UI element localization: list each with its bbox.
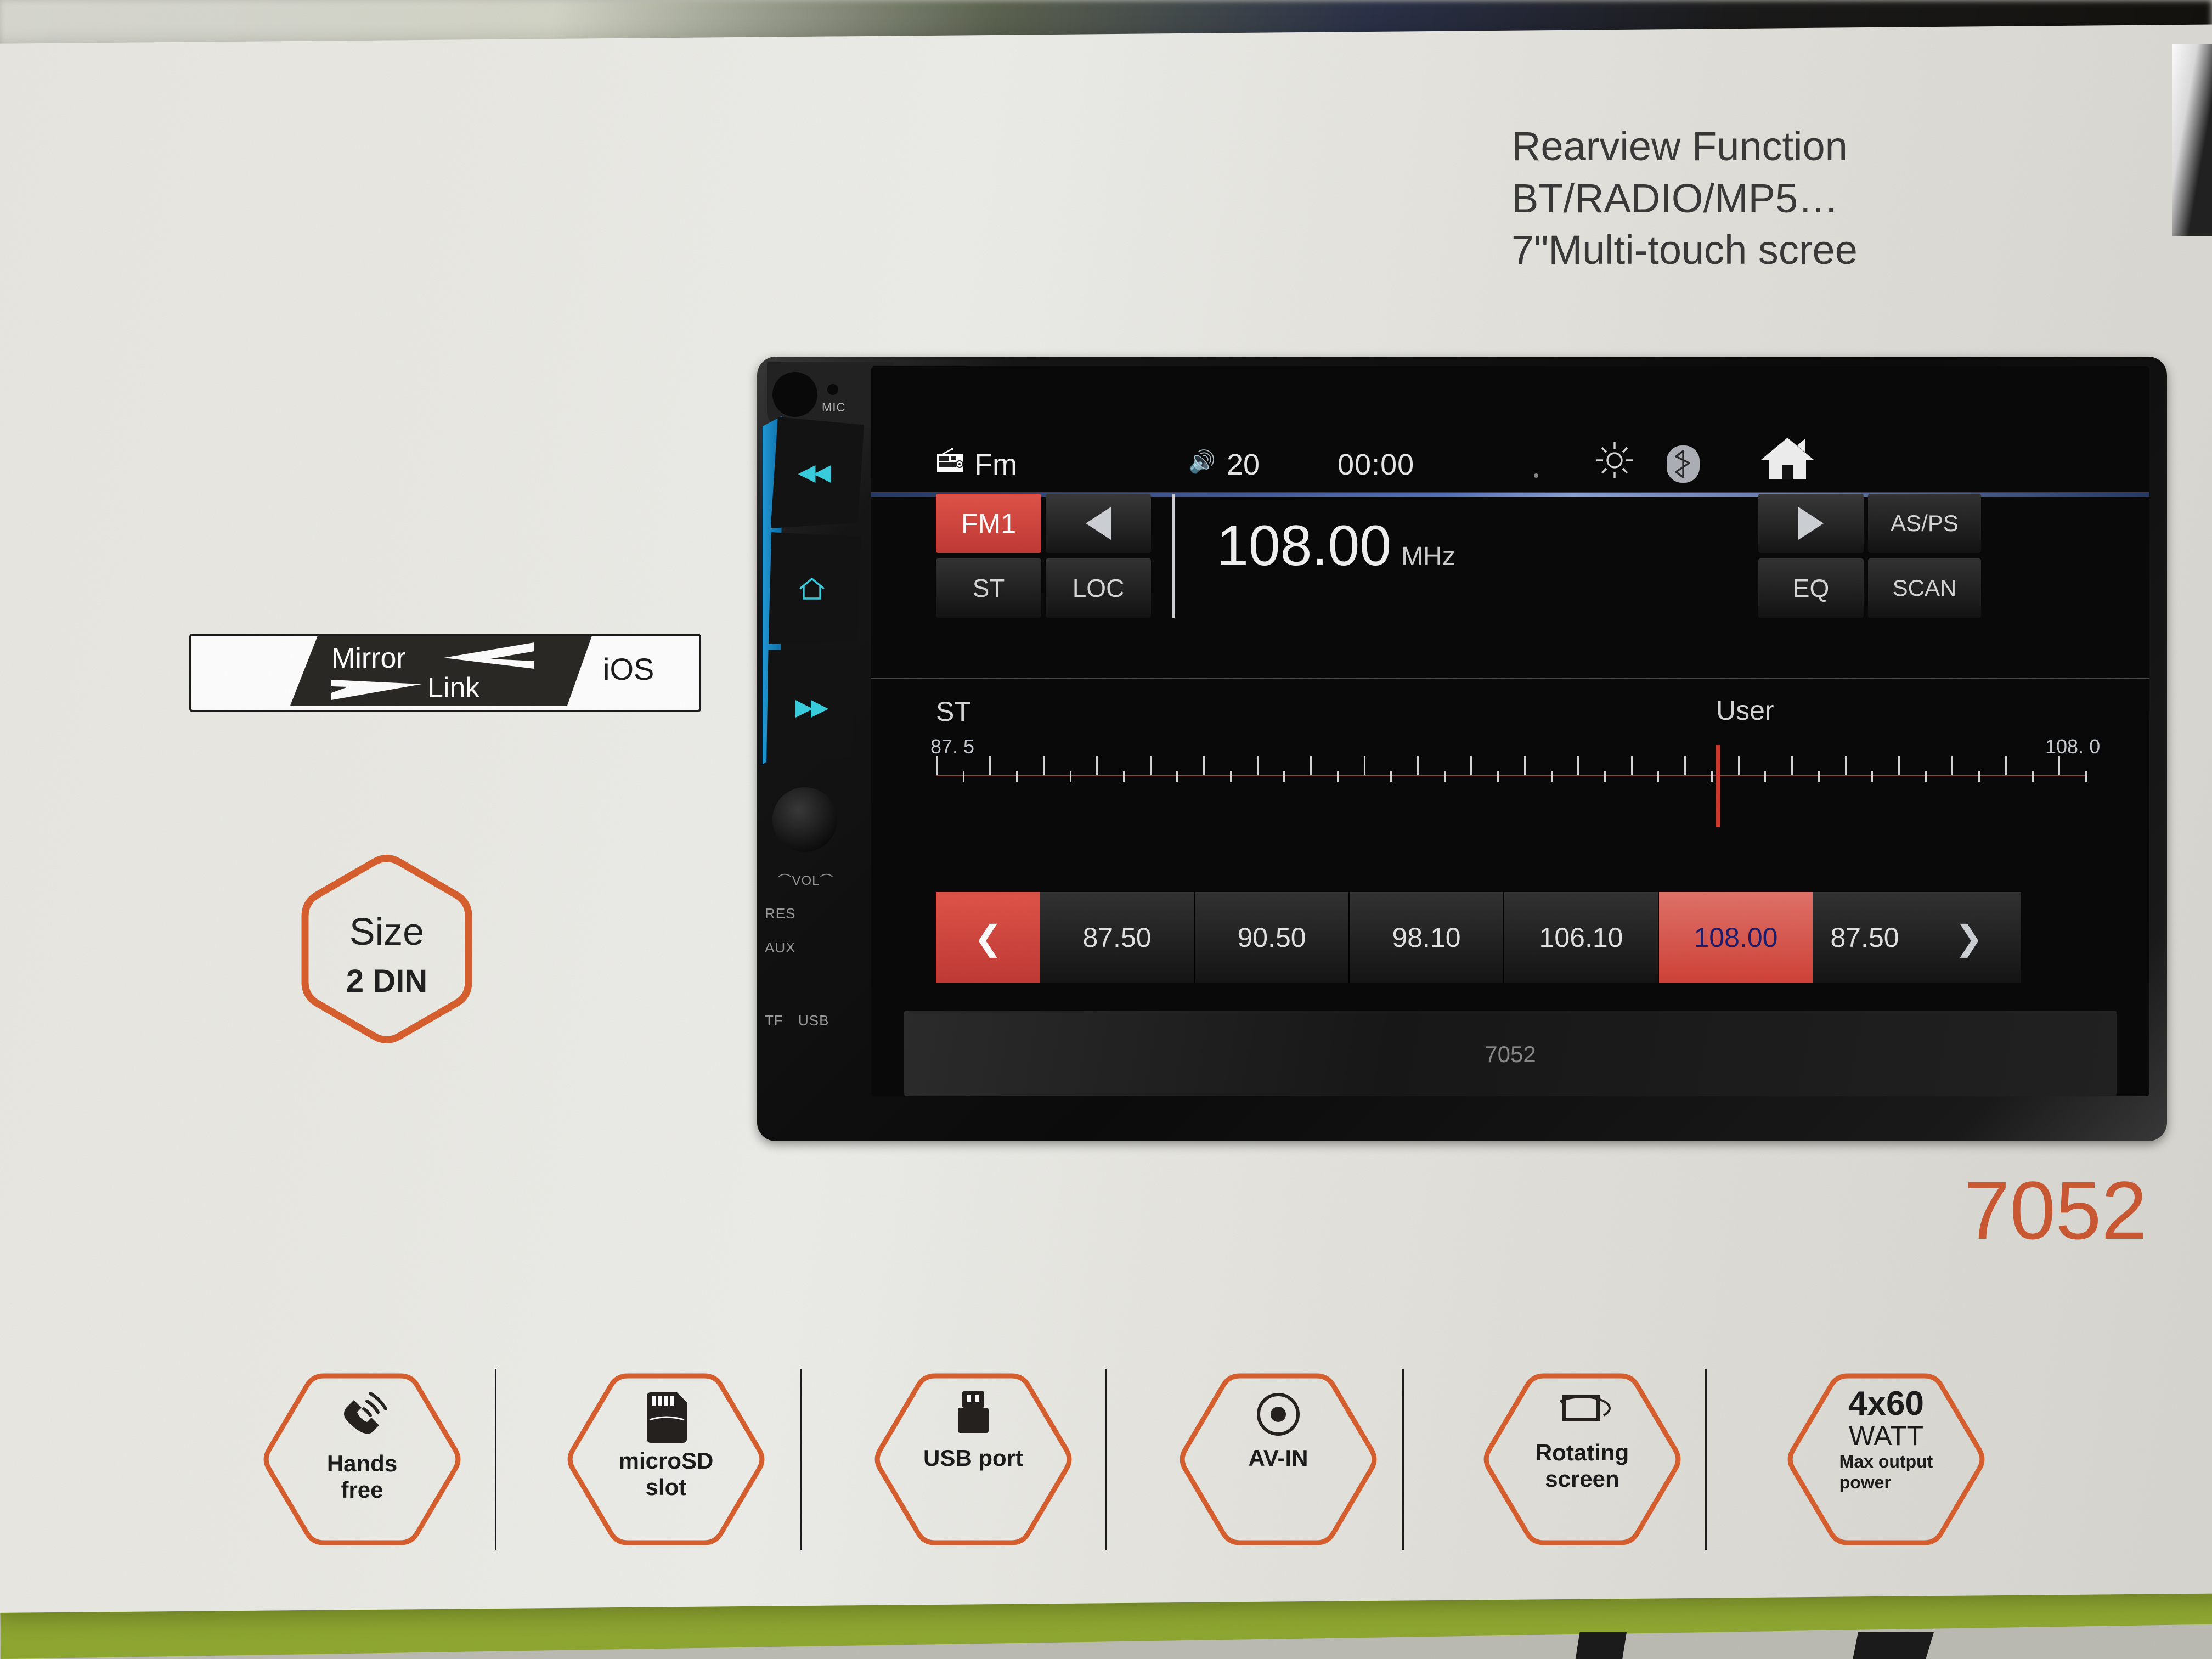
svg-text:iOS: iOS	[603, 652, 654, 686]
svg-text:Link: Link	[427, 672, 480, 704]
svg-text:Mirror: Mirror	[331, 642, 406, 674]
